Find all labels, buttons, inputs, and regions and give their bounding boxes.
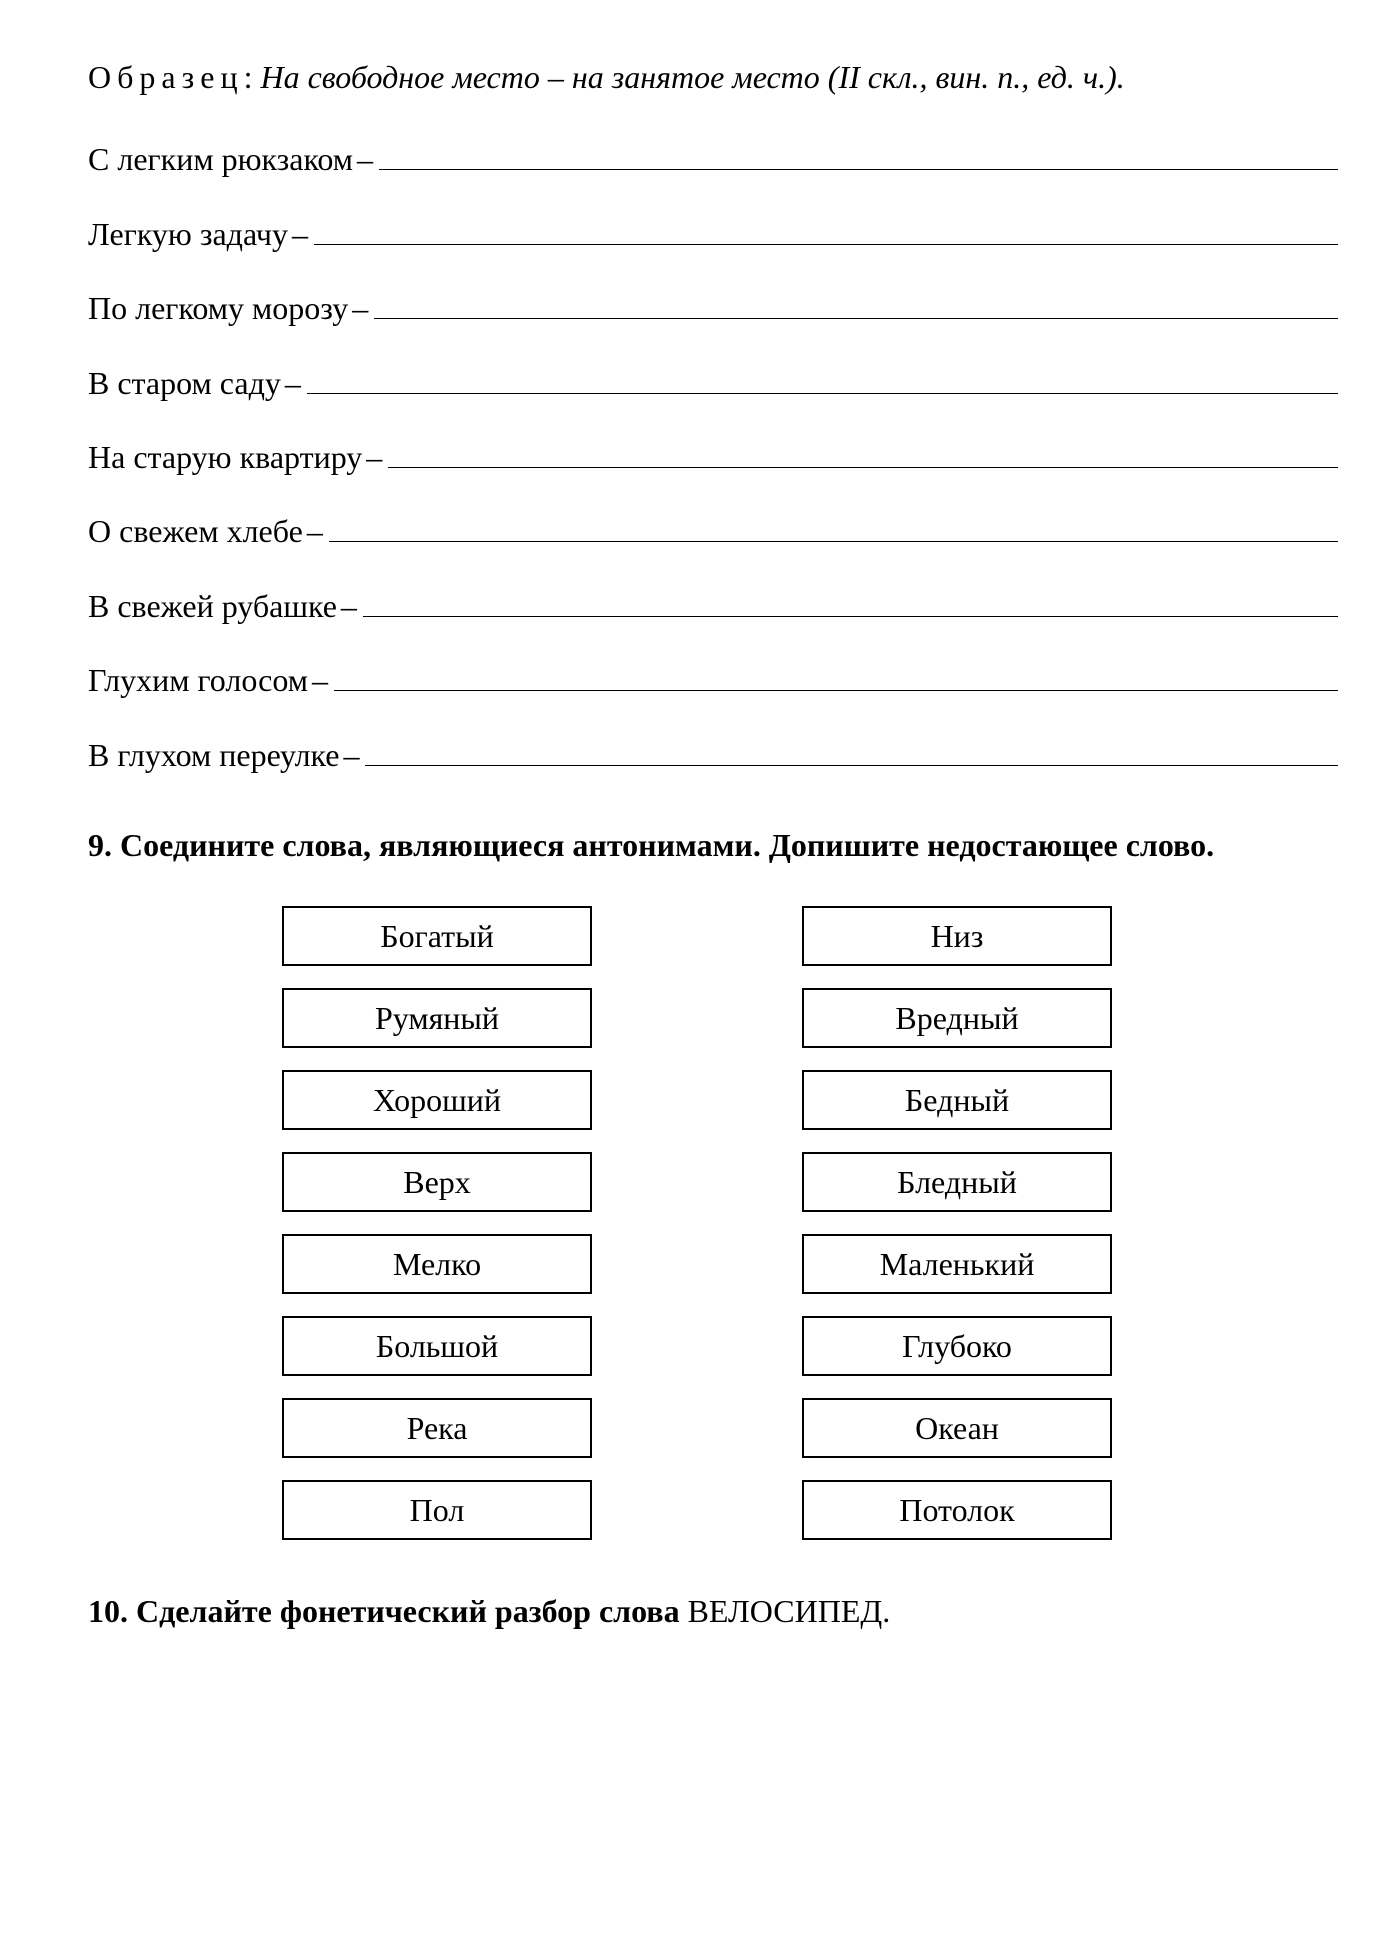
task9-heading: 9. Соедините слова, являющиеся антонимам… — [40, 818, 1354, 872]
word-box[interactable]: Верх — [282, 1152, 592, 1212]
fill-row: По легкому морозу – — [88, 281, 1354, 335]
fill-dash: – — [362, 430, 388, 484]
fill-prompt: С легким рюкзаком — [88, 132, 353, 186]
fill-row: О свежем хлебе – — [88, 504, 1354, 558]
fill-dash: – — [337, 579, 363, 633]
fill-blank-line[interactable] — [388, 438, 1338, 468]
task10-bold-text: 10. Сделайте фонетический разбор слова — [88, 1593, 688, 1629]
matching-left-column: Богатый Румяный Хороший Верх Мелко Больш… — [282, 906, 592, 1540]
example-label: Образец — [88, 59, 244, 95]
example-colon: : — [244, 59, 261, 95]
fill-prompt: В старом саду — [88, 356, 281, 410]
word-box[interactable]: Хороший — [282, 1070, 592, 1130]
fill-prompt: В свежей рубашке — [88, 579, 337, 633]
word-box[interactable]: Река — [282, 1398, 592, 1458]
fill-blank-line[interactable] — [374, 289, 1338, 319]
word-box[interactable]: Бедный — [802, 1070, 1112, 1130]
fill-blank-line[interactable] — [363, 587, 1338, 617]
fill-row: В глухом переулке – — [88, 728, 1354, 782]
fill-prompt: Легкую задачу — [88, 207, 288, 261]
matching-section: Богатый Румяный Хороший Верх Мелко Больш… — [40, 906, 1354, 1540]
fill-dash: – — [303, 504, 329, 558]
fill-prompt: Глухим голосом — [88, 653, 308, 707]
fill-dash: – — [308, 653, 334, 707]
fill-prompt: По легкому морозу — [88, 281, 348, 335]
fill-row: Глухим голосом – — [88, 653, 1354, 707]
fill-dash: – — [339, 728, 365, 782]
example-paragraph: Образец: На свободное место – на занятое… — [40, 50, 1354, 104]
word-box[interactable]: Низ — [802, 906, 1112, 966]
fill-row: С легким рюкзаком – — [88, 132, 1354, 186]
fill-dash: – — [288, 207, 314, 261]
word-box[interactable]: Глубоко — [802, 1316, 1112, 1376]
fill-dash: – — [281, 356, 307, 410]
word-box[interactable]: Мелко — [282, 1234, 592, 1294]
fill-prompt: О свежем хлебе — [88, 504, 303, 558]
fill-dash: – — [348, 281, 374, 335]
fill-prompt: В глухом переулке — [88, 728, 339, 782]
example-sentence: На свободное место – на занятое место (I… — [260, 59, 1124, 95]
word-box[interactable]: Потолок — [802, 1480, 1112, 1540]
fill-blank-line[interactable] — [329, 513, 1338, 543]
word-box[interactable]: Пол — [282, 1480, 592, 1540]
word-box[interactable]: Маленький — [802, 1234, 1112, 1294]
fill-row: В свежей рубашке – — [88, 579, 1354, 633]
task10-heading: 10. Сделайте фонетический разбор слова В… — [40, 1584, 1354, 1638]
fill-prompt: На старую квартиру — [88, 430, 362, 484]
word-box[interactable]: Румяный — [282, 988, 592, 1048]
fill-row: Легкую задачу – — [88, 207, 1354, 261]
word-box[interactable]: Бледный — [802, 1152, 1112, 1212]
word-box[interactable]: Океан — [802, 1398, 1112, 1458]
word-box[interactable]: Богатый — [282, 906, 592, 966]
matching-right-column: Низ Вредный Бедный Бледный Маленький Глу… — [802, 906, 1112, 1540]
fill-dash: – — [353, 132, 379, 186]
fill-row: На старую квартиру – — [88, 430, 1354, 484]
fill-blank-line[interactable] — [314, 215, 1338, 245]
fill-blank-line[interactable] — [307, 364, 1338, 394]
fill-blank-line[interactable] — [379, 141, 1338, 171]
fill-row: В старом саду – — [88, 356, 1354, 410]
fill-blank-line[interactable] — [365, 736, 1338, 766]
fill-blank-line[interactable] — [334, 661, 1338, 691]
word-box[interactable]: Вредный — [802, 988, 1112, 1048]
fill-in-section: С легким рюкзаком – Легкую задачу – По л… — [40, 132, 1354, 782]
task10-target-word: ВЕЛОСИПЕД. — [688, 1593, 891, 1629]
word-box[interactable]: Большой — [282, 1316, 592, 1376]
